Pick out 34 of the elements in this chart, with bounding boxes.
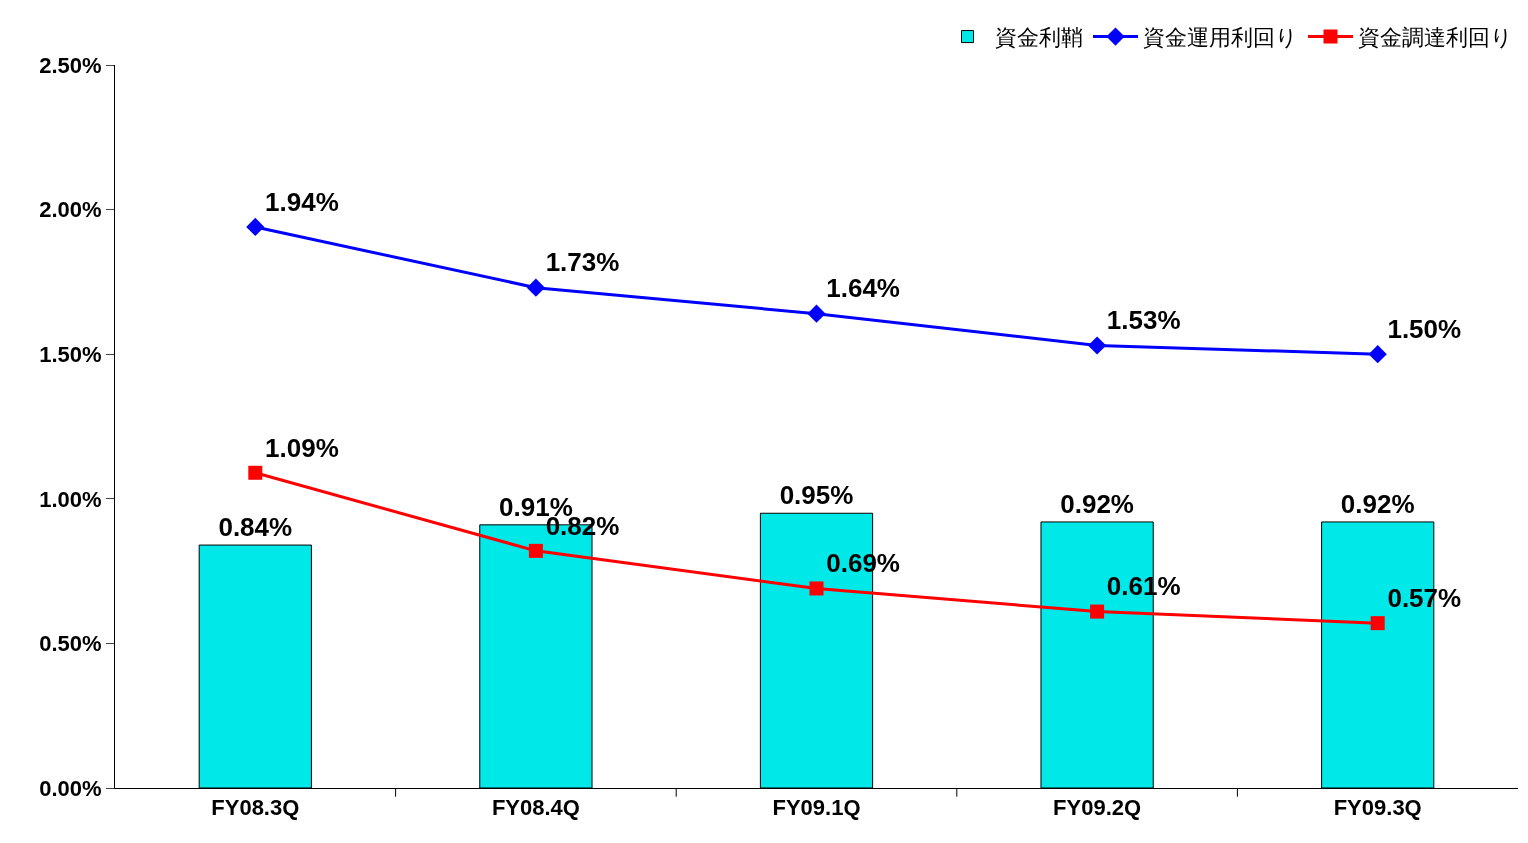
- x-tick-label: FY09.1Q: [772, 795, 861, 821]
- data-label: 0.84%: [218, 512, 293, 543]
- y-tick-label: 2.00%: [39, 197, 102, 223]
- point: [528, 543, 543, 558]
- x-tick-label: FY09.2Q: [1053, 795, 1142, 821]
- y-tick-label: 0.50%: [39, 631, 102, 657]
- y-tick-label: 2.50%: [39, 52, 102, 78]
- data-label: 1.73%: [545, 247, 620, 278]
- x-tick-label: FY08.4Q: [491, 795, 580, 821]
- y-tick-label: 0.00%: [39, 775, 102, 801]
- legend-label: 資金調達利回り: [1358, 25, 1513, 51]
- point: [1090, 604, 1105, 619]
- data-label: 1.50%: [1387, 313, 1462, 344]
- point: [1368, 345, 1387, 364]
- x-tick-label: FY08.3Q: [211, 795, 300, 821]
- legend-label: 資金運用利回り: [1143, 25, 1298, 51]
- point: [809, 581, 824, 596]
- data-label: 1.94%: [265, 186, 339, 217]
- data-label: 1.64%: [826, 273, 900, 304]
- point: [1370, 616, 1385, 631]
- legend-label: 資金利鞘: [995, 25, 1083, 51]
- data-label: 0.95%: [779, 480, 854, 511]
- data-label: 0.92%: [1060, 488, 1134, 519]
- point: [807, 304, 826, 323]
- point: [1088, 336, 1107, 355]
- data-label: 1.53%: [1106, 305, 1181, 336]
- x-tick-label: FY09.3Q: [1333, 795, 1422, 821]
- point: [526, 278, 545, 297]
- y-tick-label: 1.50%: [39, 341, 102, 367]
- data-label: 1.09%: [265, 432, 339, 463]
- y-tick-label: 1.00%: [39, 486, 102, 512]
- data-label: 0.92%: [1340, 488, 1415, 519]
- point: [248, 465, 263, 480]
- point: [246, 217, 265, 237]
